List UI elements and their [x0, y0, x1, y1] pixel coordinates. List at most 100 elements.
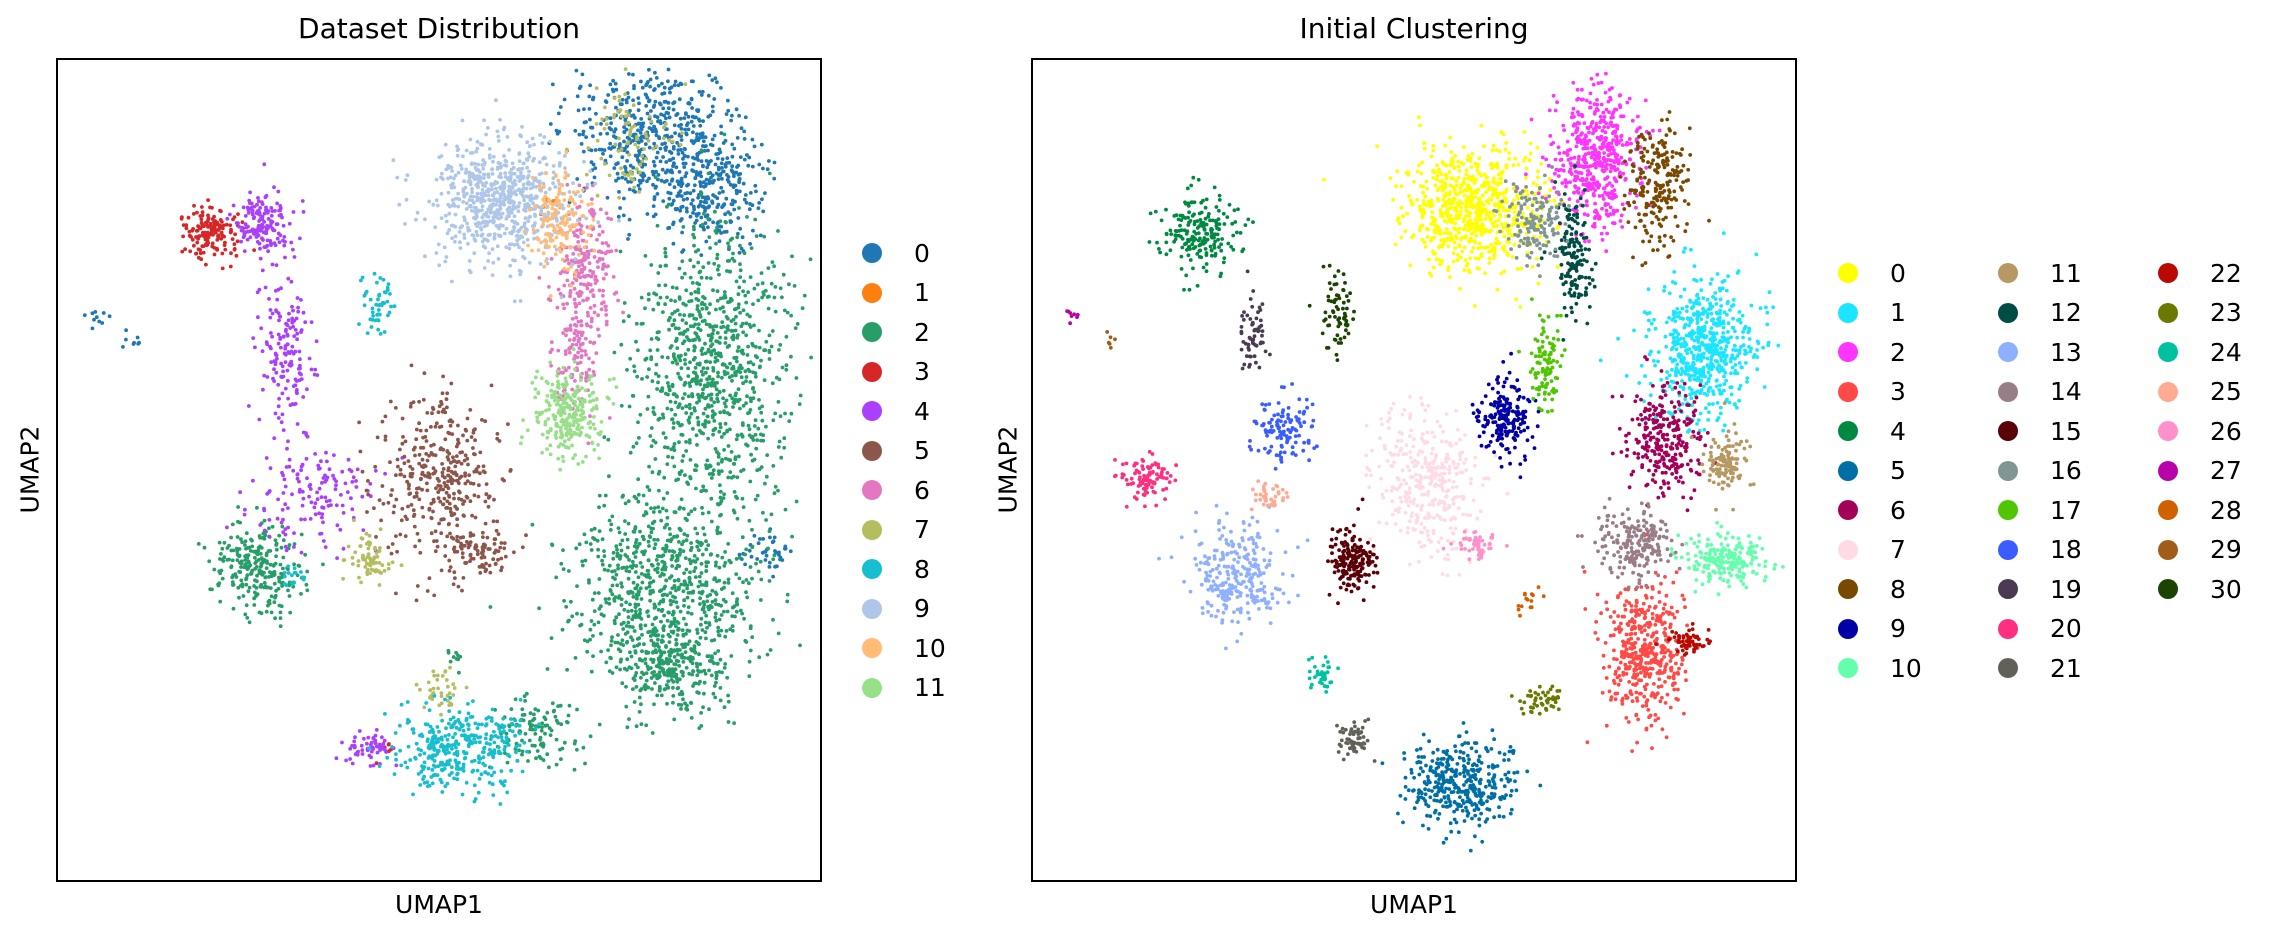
point — [575, 355, 580, 360]
point — [634, 441, 639, 446]
point — [433, 765, 438, 769]
point — [670, 202, 675, 206]
point — [697, 652, 701, 657]
point — [644, 134, 649, 139]
point — [719, 603, 723, 608]
point — [608, 655, 613, 660]
point — [767, 565, 772, 569]
point — [729, 329, 734, 333]
point — [313, 367, 318, 372]
point — [767, 357, 772, 361]
point — [784, 334, 789, 339]
point — [730, 605, 735, 610]
point — [703, 341, 707, 346]
point — [272, 581, 277, 586]
point — [591, 96, 595, 101]
point — [701, 411, 706, 416]
point — [717, 341, 722, 345]
point — [498, 545, 503, 550]
point — [750, 545, 755, 550]
point — [702, 610, 707, 615]
point — [677, 266, 682, 271]
point — [731, 336, 736, 341]
point — [626, 620, 631, 625]
point — [281, 223, 286, 228]
point — [705, 599, 710, 604]
point — [543, 723, 548, 728]
point — [641, 672, 646, 677]
point — [385, 755, 390, 760]
point — [741, 308, 746, 313]
point — [688, 258, 693, 263]
point — [631, 444, 636, 449]
point — [699, 148, 704, 153]
point — [484, 722, 489, 727]
point — [751, 396, 756, 401]
point — [200, 233, 205, 238]
point — [650, 671, 655, 675]
point — [670, 455, 675, 460]
point — [590, 197, 594, 202]
point — [753, 371, 758, 375]
point — [793, 326, 798, 330]
point — [503, 554, 508, 559]
point — [688, 580, 692, 584]
point — [758, 559, 763, 564]
point — [588, 306, 593, 310]
point — [575, 333, 580, 338]
point — [652, 141, 657, 146]
point — [341, 546, 346, 551]
point — [423, 435, 428, 439]
point — [588, 414, 592, 419]
point — [686, 101, 691, 106]
point — [685, 583, 690, 588]
point — [745, 215, 749, 219]
point — [624, 600, 628, 605]
point — [673, 400, 678, 405]
point — [662, 592, 667, 597]
point — [670, 323, 675, 328]
point — [737, 555, 742, 560]
point — [636, 96, 641, 100]
point — [732, 259, 737, 263]
point — [689, 119, 694, 124]
point — [287, 594, 292, 598]
point — [245, 616, 250, 620]
point — [721, 597, 726, 602]
point — [617, 144, 622, 148]
point — [728, 361, 732, 366]
point — [695, 443, 699, 447]
point — [264, 551, 269, 556]
point — [574, 68, 579, 73]
point — [747, 581, 751, 586]
point — [698, 328, 703, 332]
point — [644, 723, 649, 728]
point — [720, 176, 724, 181]
point — [611, 78, 615, 83]
point — [695, 531, 700, 536]
point — [632, 185, 637, 190]
point — [671, 198, 676, 203]
point — [622, 130, 627, 134]
point — [626, 521, 631, 526]
point — [738, 310, 742, 315]
point — [467, 473, 471, 478]
point — [646, 539, 651, 544]
point — [267, 570, 272, 574]
point — [701, 139, 706, 144]
point — [367, 746, 371, 751]
point — [499, 556, 504, 561]
point — [623, 67, 628, 71]
point — [685, 518, 689, 523]
point — [527, 721, 532, 726]
point — [215, 247, 220, 252]
point — [252, 228, 257, 233]
point — [648, 589, 653, 593]
point — [746, 423, 751, 428]
point — [652, 702, 656, 707]
point — [768, 648, 773, 652]
point — [646, 297, 651, 302]
point — [753, 217, 758, 222]
point — [761, 209, 766, 214]
point — [251, 549, 256, 554]
